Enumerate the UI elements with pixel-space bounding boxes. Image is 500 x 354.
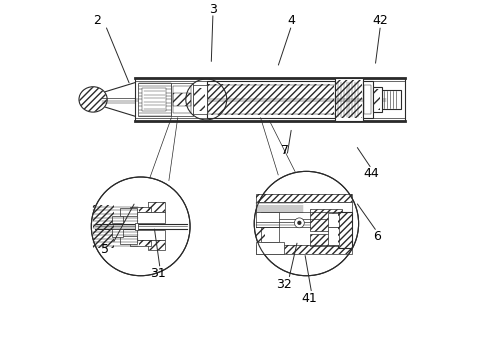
Text: 42: 42 bbox=[372, 13, 388, 27]
Bar bbox=[148, 202, 166, 212]
Bar bbox=[256, 245, 352, 253]
Bar bbox=[206, 81, 336, 118]
Bar bbox=[148, 240, 166, 250]
Text: 4: 4 bbox=[288, 13, 296, 27]
Bar bbox=[142, 88, 167, 111]
Bar bbox=[262, 227, 279, 242]
Bar bbox=[364, 85, 372, 114]
Circle shape bbox=[92, 177, 190, 276]
Bar bbox=[139, 240, 149, 246]
Bar bbox=[256, 194, 352, 202]
Bar bbox=[336, 80, 362, 119]
Bar bbox=[112, 229, 123, 237]
Bar bbox=[136, 78, 405, 121]
Bar bbox=[112, 216, 123, 223]
Bar bbox=[372, 87, 382, 112]
Text: 5: 5 bbox=[100, 243, 108, 256]
Bar bbox=[256, 212, 279, 227]
Bar bbox=[139, 207, 149, 212]
Text: 7: 7 bbox=[282, 144, 290, 157]
Bar bbox=[130, 207, 152, 212]
Bar bbox=[382, 90, 401, 109]
Bar bbox=[148, 202, 166, 212]
Bar bbox=[310, 234, 342, 246]
Bar bbox=[130, 240, 152, 246]
Bar bbox=[256, 242, 284, 253]
Bar bbox=[256, 245, 352, 253]
Bar bbox=[93, 205, 114, 247]
Bar bbox=[173, 93, 191, 106]
Text: 31: 31 bbox=[150, 268, 166, 280]
Text: 2: 2 bbox=[92, 13, 100, 27]
Text: 6: 6 bbox=[373, 230, 381, 244]
Bar bbox=[310, 210, 342, 230]
Bar bbox=[336, 78, 363, 121]
Circle shape bbox=[294, 218, 304, 228]
Text: 44: 44 bbox=[364, 167, 380, 180]
Bar bbox=[256, 194, 352, 202]
Bar bbox=[172, 82, 192, 116]
Bar bbox=[262, 212, 340, 219]
Bar bbox=[256, 227, 265, 242]
Bar bbox=[137, 212, 166, 223]
Circle shape bbox=[254, 171, 358, 276]
Bar bbox=[137, 230, 166, 240]
Bar bbox=[328, 227, 339, 245]
Bar bbox=[136, 223, 138, 230]
Text: 3: 3 bbox=[209, 3, 217, 16]
Bar bbox=[120, 236, 137, 244]
Ellipse shape bbox=[79, 87, 107, 112]
Bar bbox=[338, 212, 352, 247]
Bar bbox=[363, 81, 372, 118]
Bar bbox=[208, 84, 334, 115]
Bar bbox=[194, 88, 205, 111]
Bar bbox=[338, 212, 352, 247]
Bar bbox=[148, 240, 166, 250]
Bar bbox=[173, 86, 191, 113]
Bar bbox=[256, 202, 352, 213]
Bar bbox=[374, 89, 380, 110]
Circle shape bbox=[297, 221, 302, 225]
Bar bbox=[138, 82, 172, 116]
Bar bbox=[328, 213, 339, 227]
Text: 32: 32 bbox=[276, 278, 291, 291]
Text: 41: 41 bbox=[302, 292, 317, 305]
Bar bbox=[120, 208, 137, 217]
Bar bbox=[192, 85, 206, 114]
